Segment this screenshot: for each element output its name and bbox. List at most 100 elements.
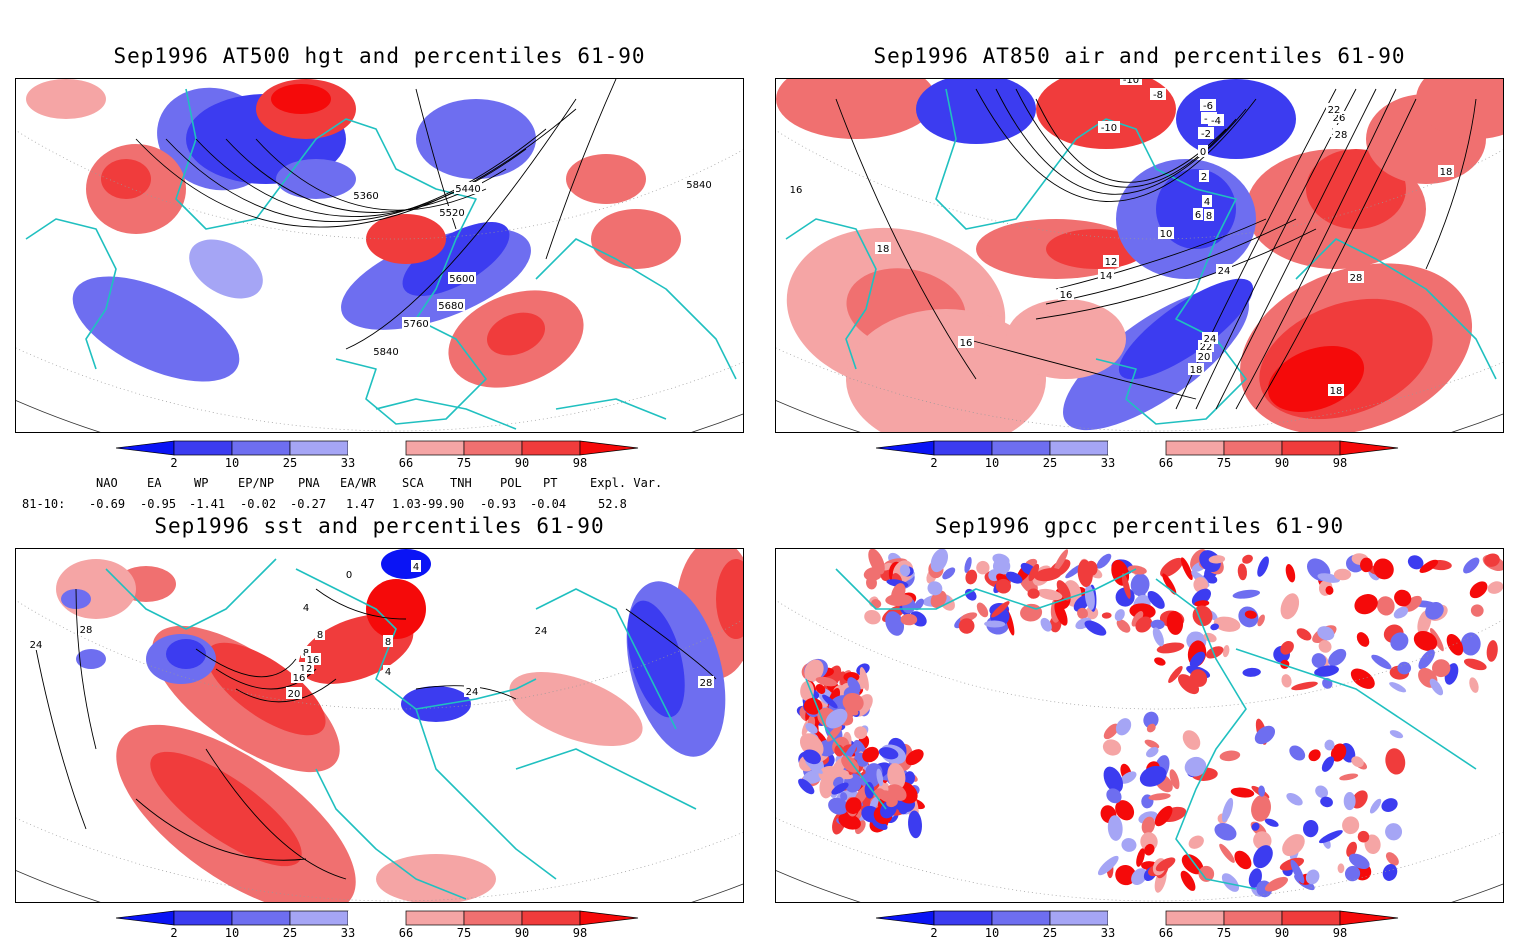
anomaly-area bbox=[1006, 299, 1126, 379]
precip-anomaly bbox=[1160, 557, 1184, 578]
map-panel-air: -10-8-6-4-202468101214161616181818182022… bbox=[775, 78, 1504, 433]
colorbar-segment bbox=[1223, 440, 1283, 456]
temperature-contour bbox=[1055, 218, 1267, 290]
index-header-ea: EA bbox=[147, 476, 162, 490]
anomaly-area bbox=[916, 79, 1036, 144]
index-header-eawr: EA/WR bbox=[340, 476, 377, 490]
contour-label: 10 bbox=[1160, 229, 1173, 240]
colorbar-segment bbox=[289, 440, 349, 456]
index-row-label: 81-10: bbox=[22, 497, 66, 511]
height-contour bbox=[255, 138, 487, 211]
coastline-asia bbox=[1235, 648, 1477, 770]
coastline-africa bbox=[315, 708, 557, 900]
graticule bbox=[16, 549, 743, 902]
anomaly-area bbox=[1118, 278, 1254, 380]
precip-anomaly bbox=[1290, 859, 1305, 884]
contour-label: -10 bbox=[1123, 79, 1139, 86]
precip-anomaly bbox=[965, 569, 978, 585]
precip-anomaly bbox=[1103, 723, 1119, 740]
colorbar-tick-label: 66 bbox=[398, 926, 414, 940]
index-header-pna: PNA bbox=[298, 476, 320, 490]
precip-anomaly bbox=[1027, 588, 1040, 599]
panel-title-gpcc: Sep1996 gpcc percentiles 61-90 bbox=[934, 514, 1345, 538]
colorbar-segment bbox=[991, 910, 1051, 926]
precip-anomaly bbox=[1139, 765, 1167, 787]
map-air: -10-8-6-4-202468101214161616181818182022… bbox=[776, 79, 1503, 432]
precip-anomaly bbox=[1106, 788, 1122, 804]
colorbar-tick-label: 66 bbox=[1158, 926, 1174, 940]
precip-anomaly bbox=[1028, 563, 1040, 582]
index-header-tnh: TNH bbox=[450, 476, 472, 490]
precip-anomaly bbox=[1232, 589, 1261, 599]
colorbar-segment bbox=[1049, 910, 1109, 926]
precip-anomaly bbox=[1308, 749, 1321, 762]
precip-anomaly bbox=[834, 744, 844, 757]
anomaly-area bbox=[566, 154, 646, 204]
precip-anomaly bbox=[1330, 743, 1347, 762]
precip-anomaly bbox=[1194, 600, 1210, 607]
map-panel-gpcc bbox=[775, 548, 1504, 903]
contour-label: -10 bbox=[1101, 123, 1117, 134]
precip-anomaly bbox=[800, 680, 815, 701]
contour-label: 28 bbox=[1335, 130, 1348, 141]
coastline-europe bbox=[105, 558, 537, 710]
colorbar-tick-label: 75 bbox=[456, 926, 472, 940]
precip-anomaly bbox=[1382, 864, 1398, 881]
colorbar-segment bbox=[173, 910, 233, 926]
contour-label: 16 bbox=[293, 673, 306, 684]
precip-anomaly bbox=[1463, 557, 1480, 574]
anomaly-area bbox=[166, 639, 206, 669]
precip-anomaly bbox=[1222, 645, 1230, 658]
colorbar-segment bbox=[231, 440, 291, 456]
precip-anomaly bbox=[866, 576, 877, 590]
precip-anomaly bbox=[1152, 627, 1164, 647]
index-value-tnh: -0.93 bbox=[480, 497, 517, 511]
coastline-med bbox=[375, 398, 667, 430]
colorbar-sst: 2 10 25 33 66 75 90 98 bbox=[115, 910, 646, 940]
precip-anomaly bbox=[1115, 800, 1135, 821]
precip-anomaly bbox=[815, 676, 838, 687]
precip-anomaly bbox=[1131, 611, 1144, 627]
index-header-sca: SCA bbox=[402, 476, 424, 490]
contour-label: 24 bbox=[1204, 334, 1217, 345]
colorbar-tick-label: 10 bbox=[224, 926, 240, 940]
precip-anomaly bbox=[1407, 555, 1424, 570]
precip-anomaly bbox=[1389, 682, 1407, 693]
colorbar-tick-label: 33 bbox=[340, 926, 356, 940]
precip-anomaly bbox=[1219, 750, 1241, 762]
precip-anomaly bbox=[1381, 798, 1398, 812]
colorbar-tick-label: 33 bbox=[1100, 456, 1116, 470]
contour-label: 5760 bbox=[403, 319, 428, 330]
precip-anomaly bbox=[887, 763, 906, 790]
colorbar-segment bbox=[405, 440, 465, 456]
precip-anomaly bbox=[1385, 748, 1406, 775]
precip-anomaly bbox=[1354, 594, 1378, 615]
contour-label: 22 bbox=[1328, 105, 1341, 116]
contour-label: -6 bbox=[1203, 101, 1213, 112]
colorbar-arrow-high bbox=[579, 440, 639, 456]
precip-anomaly bbox=[958, 618, 975, 634]
precip-anomaly bbox=[847, 677, 861, 694]
height-contour bbox=[135, 108, 577, 228]
colorbar-segment bbox=[521, 910, 581, 926]
precip-anomaly bbox=[1328, 648, 1347, 667]
colorbar-arrow-high bbox=[1339, 440, 1399, 456]
precip-anomaly bbox=[1315, 785, 1329, 798]
anomaly-area bbox=[271, 84, 331, 114]
precip-anomaly bbox=[864, 609, 881, 625]
index-value-explvar: 52.8 bbox=[598, 497, 627, 511]
precip-anomaly bbox=[905, 749, 924, 766]
precip-anomaly bbox=[1253, 831, 1272, 850]
precip-anomaly bbox=[1097, 855, 1119, 876]
anomaly-area bbox=[401, 686, 471, 722]
colorbar-arrow-high bbox=[1339, 910, 1399, 926]
precip-anomaly bbox=[815, 683, 826, 694]
contour-label: -4 bbox=[1211, 116, 1221, 127]
precip-anomaly bbox=[1146, 723, 1156, 733]
contour-label: 5680 bbox=[438, 301, 463, 312]
precip-anomaly bbox=[942, 567, 956, 580]
precip-anomaly bbox=[838, 813, 861, 830]
precip-anomaly bbox=[1342, 816, 1360, 835]
coastline-americas bbox=[805, 678, 887, 810]
index-value-eawr: 1.47 bbox=[346, 497, 375, 511]
